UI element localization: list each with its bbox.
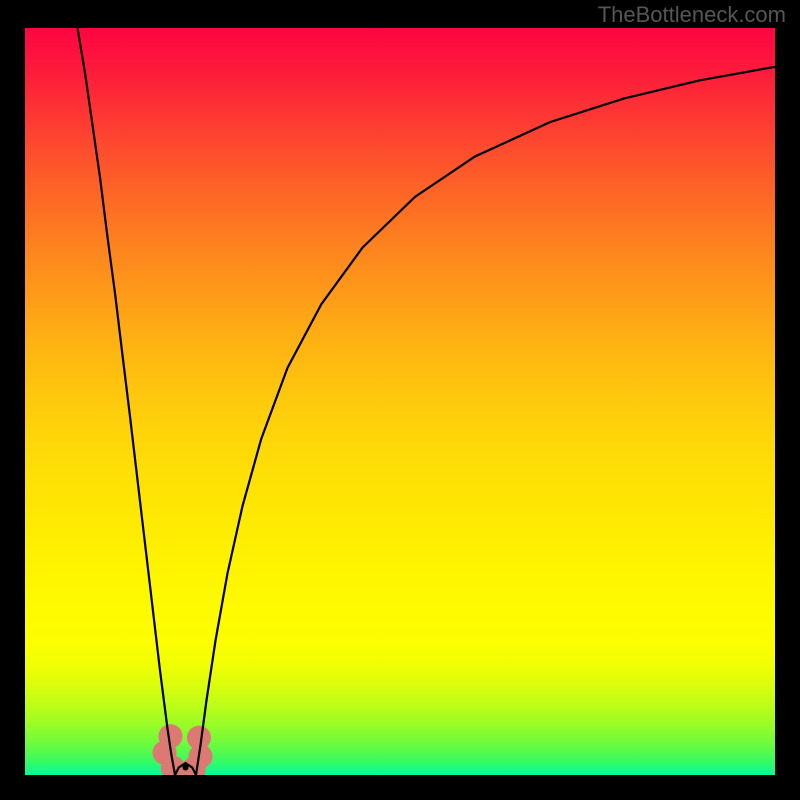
minimum-marker [183,765,189,771]
plot-area [25,28,775,775]
chart-outer-frame: TheBottleneck.com [0,0,800,800]
gradient-background [25,28,775,775]
watermark-text: TheBottleneck.com [598,2,786,28]
bottleneck-chart-svg [25,28,775,775]
